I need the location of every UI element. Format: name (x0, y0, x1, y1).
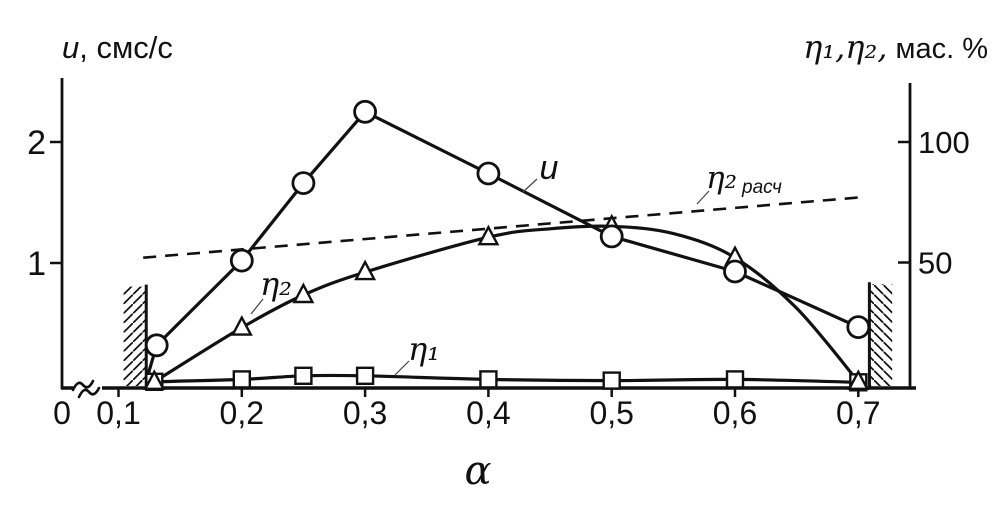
data-point-square-eta1 (479, 370, 498, 389)
y-right-tick-label: 100 (918, 125, 970, 160)
eta2-calc-label-base: η₂ (706, 160, 737, 196)
data-point-triangle-eta2 (143, 369, 166, 390)
data-point-triangle-eta2 (230, 315, 253, 336)
data-point-triangle-eta2 (847, 369, 870, 390)
data-point-circle-u (723, 259, 747, 284)
eta2-curve-leader-line (250, 298, 264, 315)
data-point-circle-u (476, 161, 501, 186)
axis-break-squiggle (71, 379, 95, 392)
data-point-circle-u (144, 333, 169, 358)
x-tick-label: 0,5 (589, 395, 633, 431)
series-line-u (146, 110, 859, 375)
series-line-eta1 (154, 373, 859, 384)
y-left-tick-label: 1 (27, 245, 46, 283)
x-tick-label: 0,3 (343, 395, 387, 431)
data-point-circle-u (229, 248, 254, 273)
series-line-eta2_calc (143, 196, 860, 259)
left-axis-title-var: u (62, 30, 79, 65)
data-point-circle-u (291, 171, 316, 196)
x-axis-title: α (464, 448, 491, 494)
eta1-curve-leader-line (394, 360, 410, 376)
left-axis-title-unit: , смс/с (79, 30, 173, 65)
label-layer: u, смс/с η₁,η₂, мас. % α u η₂ η₁ η₂ расч (62, 28, 988, 494)
data-point-triangle-eta2 (354, 259, 377, 281)
right-axis-title-unit: мас. % (887, 33, 988, 65)
data-point-square-eta1 (602, 371, 621, 390)
x-tick-label: 0 (53, 395, 71, 431)
right-axis-title: η₁,η₂, мас. % (803, 28, 988, 66)
axis-break-squiggle (77, 386, 101, 399)
plot-area: 0 0,1 0,2 0,3 0,4 0,5 0,6 0,7 1 2 50 100 (27, 78, 970, 431)
x-tick-label: 0,2 (220, 395, 264, 431)
x-tick-label: 0,7 (836, 395, 880, 431)
y-right-tick-label: 50 (918, 246, 952, 281)
boundary-hatch-bar (869, 284, 893, 386)
eta2-curve-label: η₂ (260, 265, 292, 303)
eta2-calc-label-sub: расч (741, 177, 782, 198)
data-point-square-eta1 (232, 370, 252, 389)
left-axis-title: u, смс/с (62, 30, 173, 65)
data-point-square-eta1 (294, 366, 313, 385)
data-point-circle-u (353, 99, 378, 124)
data-point-triangle-eta2 (292, 282, 315, 304)
eta1-curve-label: η₁ (408, 330, 440, 368)
data-point-square-eta1 (355, 366, 375, 385)
boundary-hatch-bar (123, 286, 147, 386)
data-point-square-eta1 (725, 370, 745, 389)
u-curve-leader-line (522, 178, 538, 193)
x-tick-label: 0,6 (713, 395, 757, 431)
u-curve-label: u (540, 149, 559, 187)
x-tick-label: 0,4 (466, 395, 510, 431)
y-left-tick-label: 2 (27, 124, 46, 162)
x-tick-label: 0,1 (96, 395, 140, 431)
eta2-calc-leader-line (696, 190, 710, 205)
data-point-circle-u (599, 224, 624, 249)
data-point-triangle-eta2 (477, 224, 500, 246)
data-point-circle-u (846, 315, 871, 340)
right-axis-title-var: η₁,η₂, (803, 28, 887, 66)
series-line-eta2 (153, 224, 860, 384)
eta2-calc-label: η₂ расч (706, 160, 782, 198)
